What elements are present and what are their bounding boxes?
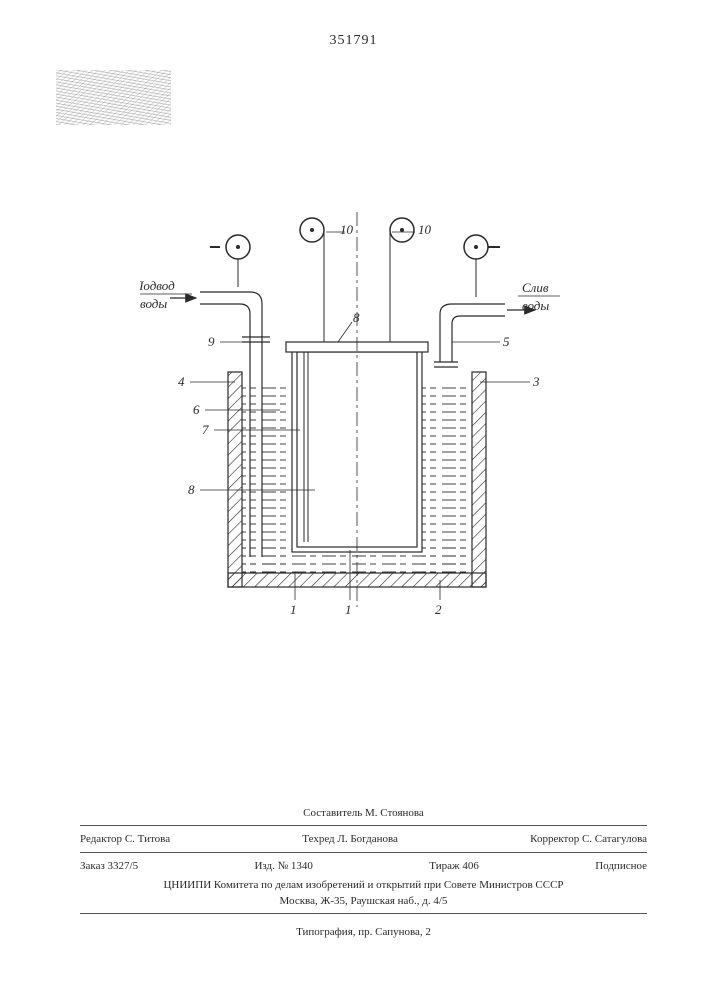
svg-text:8: 8 <box>353 310 360 325</box>
pulley-left-outer <box>210 235 250 259</box>
tech-editor-label: Техред <box>302 833 334 845</box>
compiler-label: Составитель <box>303 807 362 819</box>
compiler-name: М. Стоянова <box>365 807 424 819</box>
inlet-label-bottom: воды <box>140 296 167 311</box>
editor-label: Редактор <box>80 833 122 845</box>
tech-editor-name: Л. Богданова <box>337 833 398 845</box>
pulley-right-inner <box>390 218 414 242</box>
svg-text:8: 8 <box>188 482 195 497</box>
corrector-name: С. Сатагулова <box>582 833 647 845</box>
svg-text:3: 3 <box>532 374 540 389</box>
pulley-right-outer <box>464 235 500 259</box>
scan-artifact <box>56 70 171 125</box>
outlet-label-bottom: воды <box>522 298 549 313</box>
editor-name: С. Титова <box>125 833 170 845</box>
order-number: Заказ 3327/5 <box>80 858 138 875</box>
subscription: Подписное <box>595 858 647 875</box>
issue-number: Изд. № 1340 <box>254 858 312 875</box>
print-run: Тираж 406 <box>429 858 479 875</box>
divider <box>80 913 647 914</box>
svg-text:4: 4 <box>178 374 185 389</box>
org-line-1: ЦНИИПИ Комитета по делам изобретений и о… <box>80 877 647 894</box>
svg-text:1: 1 <box>345 602 352 617</box>
inlet-label-top: Подвод <box>140 278 175 293</box>
svg-text:10: 10 <box>418 222 432 237</box>
divider <box>80 852 647 853</box>
pulley-left-inner <box>300 218 324 242</box>
page-number: 351791 <box>330 33 378 49</box>
svg-text:6: 6 <box>193 402 200 417</box>
printery-line: Типография, пр. Сапунова, 2 <box>80 924 647 941</box>
divider <box>80 825 647 826</box>
svg-text:2: 2 <box>435 602 442 617</box>
footer-block: Составитель М. Стоянова Редактор С. Тито… <box>80 805 647 940</box>
svg-text:9: 9 <box>208 334 215 349</box>
svg-text:7: 7 <box>202 422 209 437</box>
svg-text:1: 1 <box>290 602 297 617</box>
svg-text:10: 10 <box>340 222 354 237</box>
corrector-label: Корректор <box>530 833 579 845</box>
org-line-2: Москва, Ж-35, Раушская наб., д. 4/5 <box>80 893 647 910</box>
svg-text:5: 5 <box>503 334 510 349</box>
technical-diagram: Подвод воды Слив воды 10 10 8 9 5 4 3 6 … <box>140 192 560 632</box>
outlet-label-top: Слив <box>522 280 549 295</box>
